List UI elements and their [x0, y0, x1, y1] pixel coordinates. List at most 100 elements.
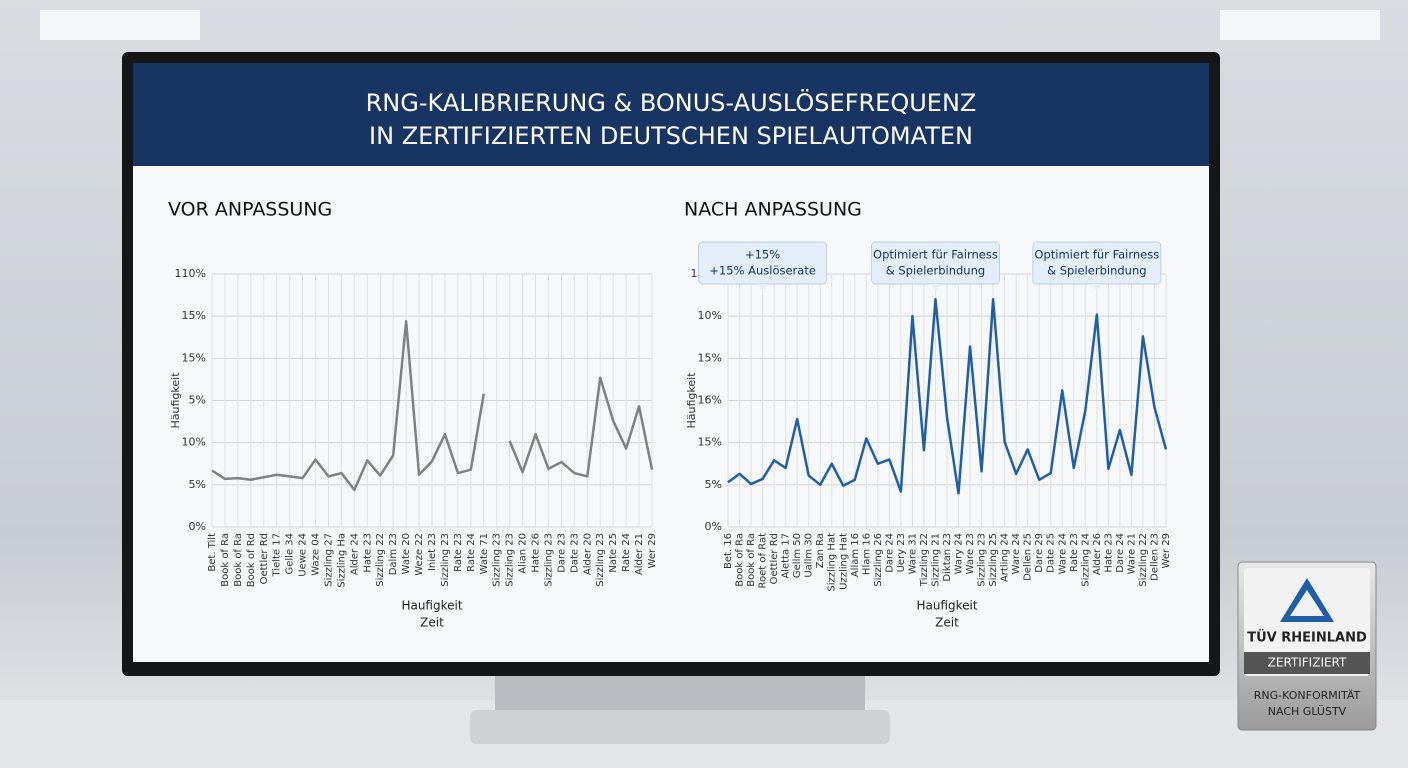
x-tick-label: Dare 23 [556, 533, 567, 573]
x-tick-label: Alder 20 [582, 533, 593, 575]
y-tick-label: 0% [189, 520, 206, 533]
y-tick-label: 10% [182, 436, 206, 449]
badge-logo [1280, 578, 1334, 622]
x-tick-label: Rate 23 [1069, 533, 1080, 572]
x-tick-label: Aletta 17 [781, 533, 792, 579]
x-tick-label: Bet. 16 [723, 533, 734, 569]
x-tick-label: Sizzling 22 [375, 533, 386, 587]
x-tick-label: Alder 21 [634, 533, 645, 575]
x-tick-label: Ware 21 [1126, 533, 1137, 574]
ceiling-light [40, 10, 200, 40]
badge-brand: TÜV RHEINLAND [1247, 630, 1367, 646]
x-tick-label: Oettler Rd [769, 533, 780, 584]
y-tick-label: 15% [182, 351, 206, 364]
x-tick-label: Book of Ra [735, 533, 746, 587]
x-tick-label: Ware 31 [907, 533, 918, 574]
x-tick-label: Sizzling 23 [492, 533, 503, 587]
x-tick-label: Wer 29 [647, 533, 658, 568]
x-axis-label: Haufigkeit [916, 599, 977, 613]
x-tick-label: Wate 20 [401, 533, 412, 574]
callout-text: & Spielerbindung [1047, 264, 1146, 278]
line-series [727, 298, 1168, 495]
x-tick-label: Gelle 34 [285, 533, 296, 575]
x-tick-label: Sizzling 23 [505, 533, 516, 587]
badge-line: RNG-KONFORMITÄT [1254, 689, 1361, 702]
panel-title: VOR ANPASSUNG [168, 199, 332, 221]
panel-title: NACH ANPASSUNG [684, 199, 862, 221]
x-tick-label: Book of Ra [220, 533, 231, 587]
y-tick-label: 5% [189, 394, 206, 407]
y-axis-label: Häufigkeit [685, 372, 698, 429]
badge-status: ZERTIFIZIERT [1268, 656, 1347, 670]
y-tick-label: 5% [189, 478, 206, 491]
x-tick-label: Hate 23 [362, 533, 373, 573]
x-tick-label: Sizzling 23 [440, 533, 451, 587]
x-tick-label: Sizzling 25 [988, 533, 999, 587]
y-tick-label: 15% [698, 351, 722, 364]
callout-pointer [757, 284, 768, 291]
x-tick-label: Wate 71 [479, 533, 490, 574]
line-series [508, 376, 654, 478]
x-axis-label: Haufigkeit [401, 599, 462, 613]
x-tick-label: Allam 16 [850, 533, 861, 577]
x-tick-label: Sizzling 23 [595, 533, 606, 587]
callout-text: Optimiert für Fairness [1034, 248, 1159, 262]
x-tick-label: Sizzling 24 [1080, 533, 1091, 587]
x-tick-label: Sizzling 21 [930, 533, 941, 587]
x-tick-label: Sizzling Hat [827, 533, 838, 592]
title-line: RNG-KALIBRIERUNG & BONUS-AUSLÖSEFREQUENZ [366, 88, 977, 117]
x-tick-label: Roet of Rat [758, 533, 769, 589]
callout-pointer [930, 284, 941, 291]
x-axis-label: Zeit [935, 616, 959, 630]
x-tick-label: Tizzling 22 [919, 533, 930, 587]
y-tick-label: 10% [698, 309, 722, 322]
x-tick-label: Wary 24 [954, 533, 965, 574]
y-tick-label: 5% [705, 478, 722, 491]
x-tick-label: Tielte 17 [272, 533, 283, 578]
x-tick-label: Hlam 16 [861, 533, 872, 575]
x-tick-label: Uzzling Hat [838, 533, 849, 590]
x-tick-label: Nate 25 [608, 533, 619, 573]
ceiling-light [1220, 10, 1380, 40]
header-bar [133, 63, 1209, 166]
x-tick-label: Date 25 [1046, 533, 1057, 573]
x-tick-label: Waze 04 [311, 533, 322, 576]
y-tick-label: 15% [698, 436, 722, 449]
monitor-stand [495, 672, 865, 714]
x-tick-label: Sizzling 23 [543, 533, 554, 587]
x-tick-label: Uallm 30 [804, 533, 815, 578]
callout-text: +15% Auslöserate [709, 264, 816, 278]
x-tick-label: Uewe 24 [298, 533, 309, 577]
x-tick-label: Sizzling 22 [1138, 533, 1149, 587]
x-tick-label: Ware 24 [1057, 533, 1068, 574]
y-tick-label: 16% [698, 394, 722, 407]
x-tick-label: Sizzling 23 [977, 533, 988, 587]
title-line: IN ZERTIFIZIERTEN DEUTSCHEN SPIELAUTOMAT… [369, 122, 973, 150]
x-tick-label: Rate 24 [621, 533, 632, 572]
y-tick-label: 15% [182, 309, 206, 322]
y-axis-label: Häufigkeit [169, 372, 182, 429]
x-tick-label: Rate 23 [453, 533, 464, 572]
x-tick-label: Alder 26 [1092, 533, 1103, 575]
x-tick-label: Dare 29 [1034, 533, 1045, 573]
monitor-base [470, 710, 890, 744]
x-tick-label: Weze 22 [414, 533, 425, 576]
callout-pointer [1091, 284, 1102, 291]
x-tick-label: Rate 24 [466, 533, 477, 572]
x-tick-label: Book of Ra [746, 533, 757, 587]
x-tick-label: Sizzling 26 [873, 533, 884, 587]
x-tick-label: Sizzling 27 [323, 533, 334, 587]
x-tick-label: Sizzling Ha [336, 533, 347, 588]
callout-text: +15% [745, 248, 780, 262]
x-tick-label: Hate 23 [1103, 533, 1114, 573]
x-tick-label: Bet. Tilt [207, 533, 218, 572]
badge-line: NACH GLÜSTV [1268, 705, 1347, 718]
x-tick-label: Dare 24 [884, 533, 895, 573]
x-tick-label: Ware 24 [1011, 533, 1022, 574]
x-tick-label: Dare 24 [1115, 533, 1126, 573]
x-tick-label: Ware 23 [965, 533, 976, 574]
x-tick-label: Artling 24 [1000, 533, 1011, 582]
x-tick-label: Gellm 50 [792, 533, 803, 578]
